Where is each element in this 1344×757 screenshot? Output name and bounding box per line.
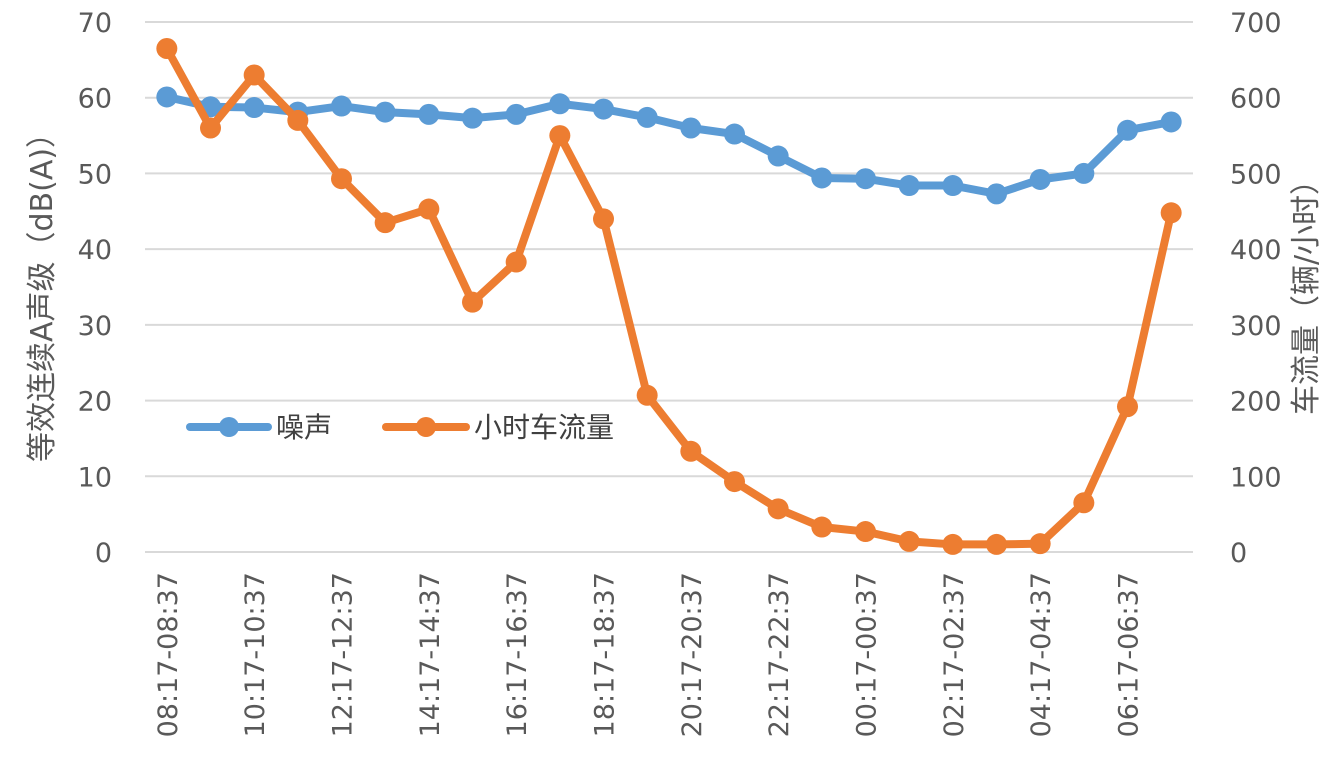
data-point (549, 125, 571, 147)
plot-area (156, 38, 1182, 555)
data-point (942, 175, 964, 197)
left-tick-label: 10 (78, 462, 112, 493)
data-point (374, 212, 396, 234)
right-tick-label: 400 (1230, 235, 1282, 266)
data-point (243, 64, 265, 86)
data-point (374, 101, 396, 123)
x-tick-label: 20:17-20:37 (677, 572, 708, 737)
series-1 (156, 38, 1182, 555)
right-tick-label: 0 (1230, 538, 1247, 569)
gridlines (145, 21, 1193, 553)
legend-label-noise: 噪声 (276, 411, 332, 444)
data-point (287, 109, 309, 131)
left-tick-label: 70 (78, 8, 112, 39)
data-point (724, 471, 745, 493)
x-tick-label: 22:17-22:37 (764, 572, 795, 737)
x-axis: 08:17-08:37 10:17-10:37 12:17-12:37 14:17-1… (153, 572, 1145, 737)
data-point (418, 103, 440, 125)
left-tick-label: 40 (78, 235, 112, 266)
data-point (1160, 202, 1182, 224)
x-tick-label: 04:17-04:37 (1026, 572, 1057, 737)
x-tick-label: 18:17-18:37 (590, 572, 621, 737)
data-point (986, 533, 1007, 555)
right-tick-label: 600 (1230, 84, 1282, 115)
series-0 (156, 86, 1182, 205)
left-tick-label: 50 (78, 159, 112, 190)
data-point (636, 384, 658, 406)
data-point (462, 291, 483, 313)
data-point (1073, 162, 1095, 184)
left-tick-label: 60 (78, 84, 112, 115)
data-point (462, 107, 483, 129)
left-tick-label: 20 (78, 387, 112, 418)
data-point (1117, 119, 1138, 141)
right-y-axis: 0 100 200 300 400 500 600 700 (1230, 8, 1282, 569)
data-point (942, 533, 964, 555)
data-point (1029, 533, 1051, 555)
data-point (156, 86, 178, 108)
legend: 噪声 小时车流量 (186, 411, 614, 444)
right-tick-label: 500 (1230, 159, 1282, 190)
x-tick-label: 10:17-10:37 (240, 572, 271, 737)
data-point (767, 145, 789, 167)
x-tick-label: 14:17-14:37 (415, 572, 446, 737)
data-point (1117, 396, 1138, 418)
x-tick-label: 12:17-12:37 (328, 572, 359, 737)
left-y-axis: 0 10 20 30 40 50 60 70 (78, 8, 112, 569)
left-axis-title: 等效连续A声级（dB(A)） (25, 118, 60, 462)
data-point (156, 38, 178, 59)
data-point (593, 98, 614, 120)
legend-item-traffic: 小时车流量 (382, 411, 614, 444)
x-tick-label: 06:17-06:37 (1114, 572, 1145, 737)
data-point (986, 183, 1007, 205)
data-point (767, 498, 789, 520)
data-point (811, 167, 833, 189)
legend-label-traffic: 小时车流量 (474, 411, 614, 444)
x-tick-label: 16:17-16:37 (502, 572, 533, 737)
x-tick-label: 00:17-00:37 (852, 572, 883, 737)
data-point (505, 103, 527, 125)
data-point (680, 440, 702, 462)
data-point (680, 117, 702, 139)
left-tick-label: 0 (95, 538, 112, 569)
data-point (1160, 111, 1182, 133)
data-point (898, 530, 920, 552)
right-tick-label: 700 (1230, 8, 1282, 39)
data-point (1073, 492, 1095, 514)
data-point (1029, 168, 1051, 190)
right-tick-label: 200 (1230, 387, 1282, 418)
data-point (331, 168, 352, 190)
data-point (593, 208, 614, 230)
data-point (724, 123, 745, 145)
left-tick-label: 30 (78, 311, 112, 342)
data-point (505, 251, 527, 273)
data-point (636, 106, 658, 128)
data-point (855, 521, 876, 543)
data-point (898, 175, 920, 197)
right-axis-title: 车流量（辆/小时） (1289, 165, 1324, 415)
data-point (243, 97, 265, 119)
data-point (811, 516, 833, 538)
right-tick-label: 100 (1230, 462, 1282, 493)
data-point (200, 117, 221, 139)
data-point (549, 93, 571, 115)
right-tick-label: 300 (1230, 311, 1282, 342)
x-tick-label: 02:17-02:37 (939, 572, 970, 737)
data-point (331, 95, 352, 117)
data-point (418, 198, 440, 220)
x-tick-label: 08:17-08:37 (153, 572, 184, 737)
legend-item-noise: 噪声 (186, 411, 332, 444)
data-point (855, 168, 876, 190)
